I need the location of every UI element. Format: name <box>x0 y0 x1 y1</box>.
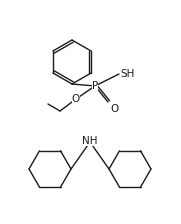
Text: NH: NH <box>82 136 98 146</box>
Text: P: P <box>92 81 98 91</box>
Text: SH: SH <box>120 69 134 79</box>
Text: O: O <box>110 104 118 114</box>
Text: O: O <box>72 94 80 104</box>
